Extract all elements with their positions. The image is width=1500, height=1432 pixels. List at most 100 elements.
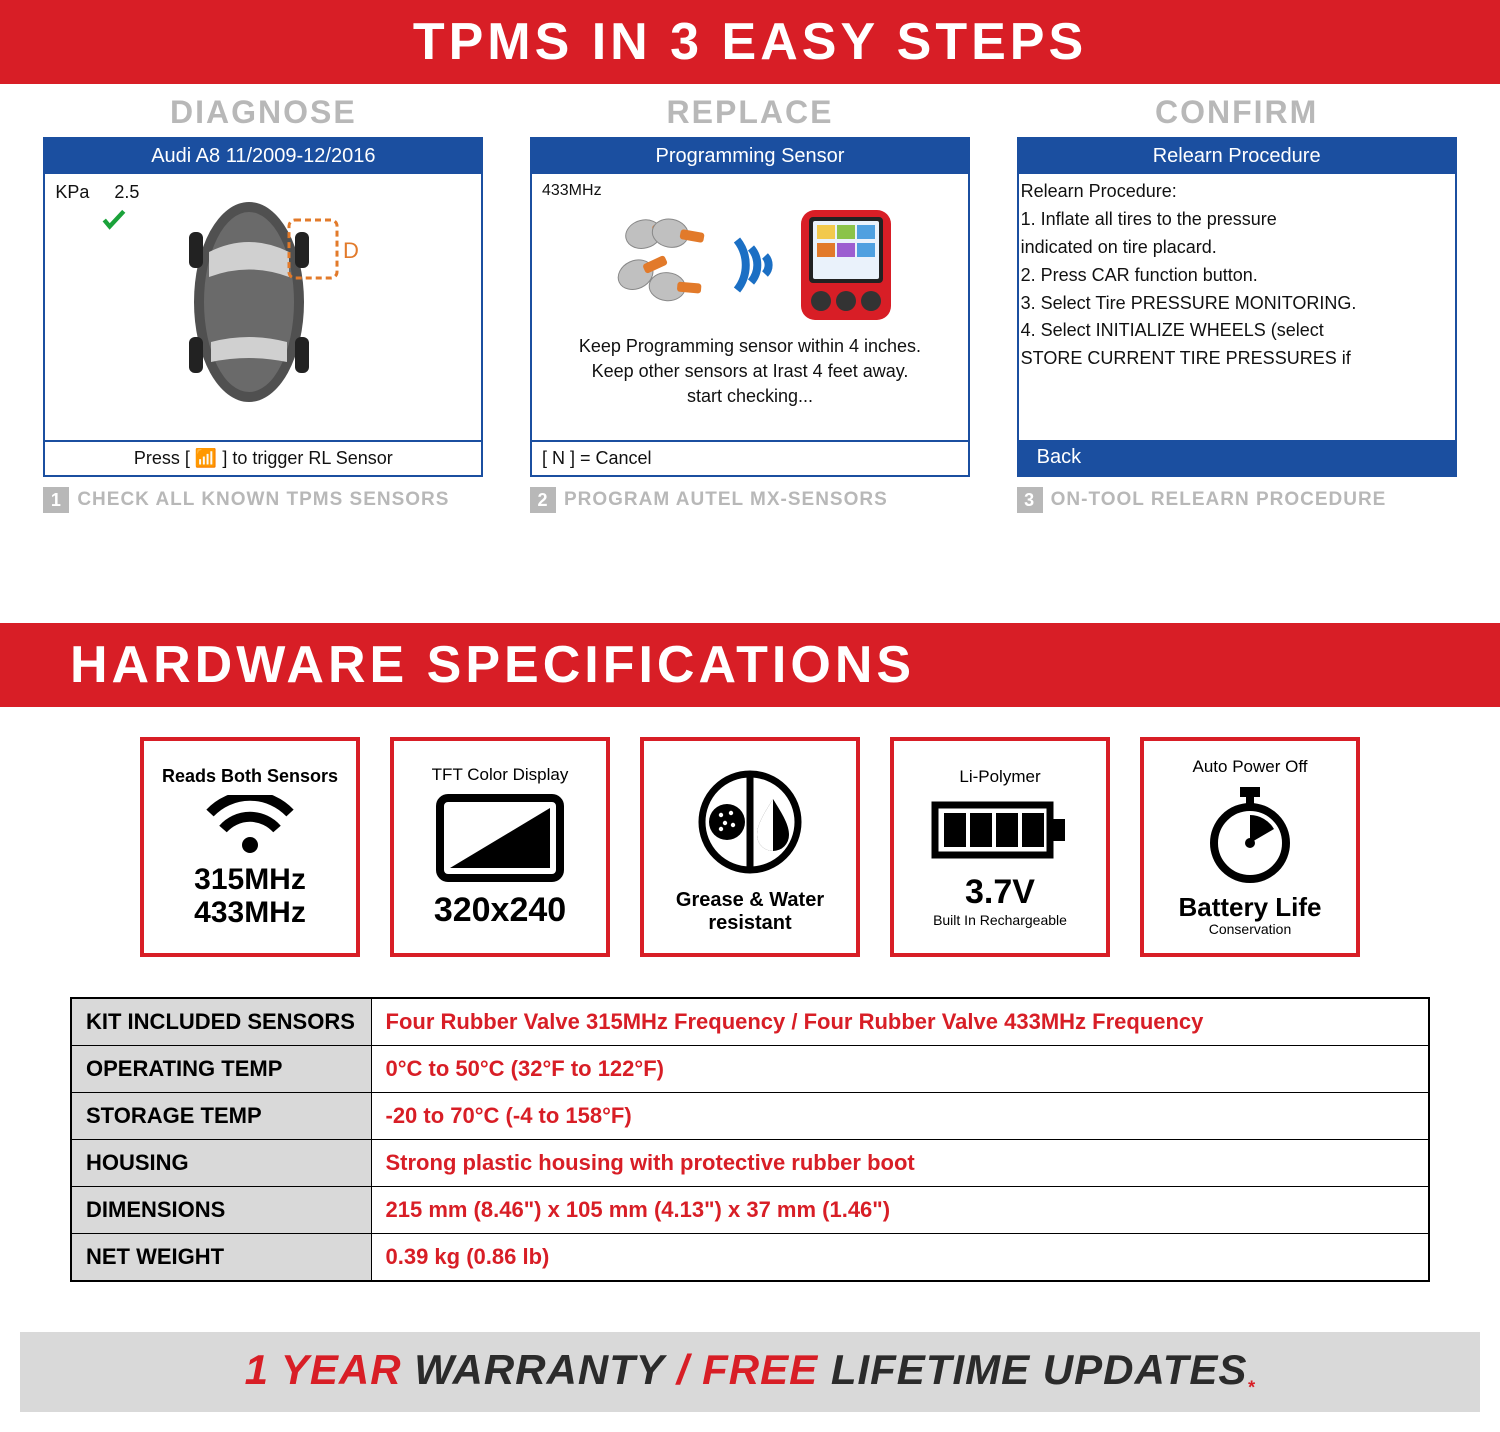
confirm-caption-text: ON-TOOL RELEARN PROCEDURE	[1051, 489, 1387, 511]
step-num-badge: 1	[43, 487, 69, 513]
check-icon	[101, 207, 127, 233]
d-label: D	[343, 238, 359, 263]
footer-asterisk: *	[1247, 1377, 1255, 1397]
wifi-icon	[205, 795, 295, 855]
card-battery: Li-Polymer 3.7V Built In Rechargeable	[890, 737, 1110, 957]
relearn-title: Relearn Procedure:	[1021, 178, 1453, 206]
kpa-readout: KPa 2.5	[55, 182, 139, 432]
spec-value: 0.39 kg (0.86 lb)	[371, 1234, 1429, 1282]
spec-label: DIMENSIONS	[71, 1187, 371, 1234]
step-num-badge: 3	[1017, 487, 1043, 513]
replace-screen-title: Programming Sensor	[532, 139, 968, 174]
replace-line1: Keep Programming sensor within 4 inches.	[542, 334, 958, 359]
card-battery-title: Li-Polymer	[959, 767, 1040, 787]
battery-icon	[930, 795, 1070, 865]
card-resist: Grease & Water resistant	[640, 737, 860, 957]
table-row: KIT INCLUDED SENSORSFour Rubber Valve 31…	[71, 998, 1429, 1046]
spec-label: HOUSING	[71, 1140, 371, 1187]
signal-icon	[725, 230, 785, 300]
card-display: TFT Color Display 320x240	[390, 737, 610, 957]
step-heading-replace: REPLACE	[530, 94, 970, 131]
replace-footer: [ N ] = Cancel	[532, 440, 968, 475]
replace-caption-text: PROGRAM AUTEL MX-SENSORS	[564, 489, 888, 511]
table-row: HOUSINGStrong plastic housing with prote…	[71, 1140, 1429, 1187]
card-power: Auto Power Off Battery Life Conservation	[1140, 737, 1360, 957]
stopwatch-icon	[1200, 785, 1300, 885]
card-power-l1: Battery Life	[1178, 893, 1321, 922]
card-display-title: TFT Color Display	[432, 765, 569, 785]
confirm-screen-body: Relearn Procedure: 1. Inflate all tires …	[1019, 174, 1455, 440]
card-sensors-title: Reads Both Sensors	[162, 766, 338, 787]
relearn-line2: 2. Press CAR function button.	[1021, 262, 1453, 290]
top-banner: TPMS IN 3 EASY STEPS	[0, 0, 1500, 84]
replace-caption: 2 PROGRAM AUTEL MX-SENSORS	[530, 487, 970, 513]
spec-value: Strong plastic housing with protective r…	[371, 1140, 1429, 1187]
card-power-title: Auto Power Off	[1193, 757, 1308, 777]
card-sensors: Reads Both Sensors 315MHz 433MHz	[140, 737, 360, 957]
card-resist-l1: Grease & Water	[676, 889, 824, 912]
diagnose-footer: Press [ 📶 ] to trigger RL Sensor	[45, 440, 481, 475]
spec-value: 215 mm (8.46") x 105 mm (4.13") x 37 mm …	[371, 1187, 1429, 1234]
spec-label: OPERATING TEMP	[71, 1046, 371, 1093]
handheld-device-icon	[791, 205, 901, 325]
replace-screen-body: 433MHz	[532, 174, 968, 440]
spec-label: STORAGE TEMP	[71, 1093, 371, 1140]
replace-line2: Keep other sensors at Irast 4 feet away.	[542, 359, 958, 384]
step-num-badge: 2	[530, 487, 556, 513]
spec-label: NET WEIGHT	[71, 1234, 371, 1282]
step-replace: REPLACE Programming Sensor 433MHz	[530, 94, 970, 513]
diagnose-caption: 1 CHECK ALL KNOWN TPMS SENSORS	[43, 487, 483, 513]
replace-freq: 433MHz	[542, 182, 958, 200]
confirm-screen: Relearn Procedure Relearn Procedure: 1. …	[1017, 137, 1457, 477]
steps-row: DIAGNOSE Audi A8 11/2009-12/2016 KPa 2.5	[0, 84, 1500, 533]
spec-cards-row: Reads Both Sensors 315MHz 433MHz TFT Col…	[0, 707, 1500, 977]
card-sensors-l1: 315MHz	[194, 863, 306, 896]
spec-value: -20 to 70°C (-4 to 158°F)	[371, 1093, 1429, 1140]
footer-p1: 1 YEAR	[245, 1346, 415, 1393]
relearn-line4: 4. Select INITIALIZE WHEELS (select	[1021, 317, 1453, 345]
diagnose-caption-text: CHECK ALL KNOWN TPMS SENSORS	[77, 489, 449, 511]
card-sensors-l2: 433MHz	[194, 896, 306, 929]
specs-banner: HARDWARE SPECIFICATIONS	[0, 623, 1500, 707]
grease-water-icon	[695, 767, 805, 877]
table-row: OPERATING TEMP0°C to 50°C (32°F to 122°F…	[71, 1046, 1429, 1093]
footer-p4: FREE	[702, 1346, 818, 1393]
replace-screen: Programming Sensor 433MHz	[530, 137, 970, 477]
step-heading-diagnose: DIAGNOSE	[43, 94, 483, 131]
table-row: NET WEIGHT0.39 kg (0.86 lb)	[71, 1234, 1429, 1282]
display-icon	[435, 793, 565, 883]
step-heading-confirm: CONFIRM	[1017, 94, 1457, 131]
car-top-view-icon: D	[149, 182, 471, 432]
confirm-screen-title: Relearn Procedure	[1019, 139, 1455, 174]
card-battery-voltage: 3.7V	[965, 873, 1035, 912]
step-diagnose: DIAGNOSE Audi A8 11/2009-12/2016 KPa 2.5	[43, 94, 483, 513]
sensor-device-graphic	[542, 200, 958, 330]
footer-p2: WARRANTY	[414, 1346, 664, 1393]
spec-table: KIT INCLUDED SENSORSFour Rubber Valve 31…	[70, 997, 1430, 1282]
card-battery-sub: Built In Rechargeable	[933, 912, 1067, 928]
card-resist-l2: resistant	[708, 912, 791, 935]
relearn-line4b: STORE CURRENT TIRE PRESSURES if	[1021, 345, 1453, 373]
footer-banner: 1 YEAR WARRANTY / FREE LIFETIME UPDATES*	[20, 1332, 1480, 1412]
relearn-line1b: indicated on tire placard.	[1021, 234, 1453, 262]
card-power-l2: Conservation	[1209, 921, 1292, 937]
confirm-footer-back: Back	[1019, 440, 1455, 475]
confirm-caption: 3 ON-TOOL RELEARN PROCEDURE	[1017, 487, 1457, 513]
diagnose-screen-title: Audi A8 11/2009-12/2016	[45, 139, 481, 174]
card-display-res: 320x240	[434, 891, 566, 930]
kpa-label: KPa	[55, 182, 89, 202]
sensor-cluster-icon	[599, 210, 719, 320]
relearn-line1: 1. Inflate all tires to the pressure	[1021, 206, 1453, 234]
spec-value: Four Rubber Valve 315MHz Frequency / Fou…	[371, 998, 1429, 1046]
relearn-line3: 3. Select Tire PRESSURE MONITORING.	[1021, 290, 1453, 318]
diagnose-screen-body: KPa 2.5	[45, 174, 481, 440]
table-row: STORAGE TEMP-20 to 70°C (-4 to 158°F)	[71, 1093, 1429, 1140]
kpa-value: 2.5	[114, 182, 139, 202]
spec-label: KIT INCLUDED SENSORS	[71, 998, 371, 1046]
step-confirm: CONFIRM Relearn Procedure Relearn Proced…	[1017, 94, 1457, 513]
replace-line3: start checking...	[542, 384, 958, 409]
spec-value: 0°C to 50°C (32°F to 122°F)	[371, 1046, 1429, 1093]
replace-instructions: Keep Programming sensor within 4 inches.…	[542, 334, 958, 410]
footer-p5: LIFETIME UPDATES	[818, 1346, 1247, 1393]
diagnose-screen: Audi A8 11/2009-12/2016 KPa 2.5	[43, 137, 483, 477]
